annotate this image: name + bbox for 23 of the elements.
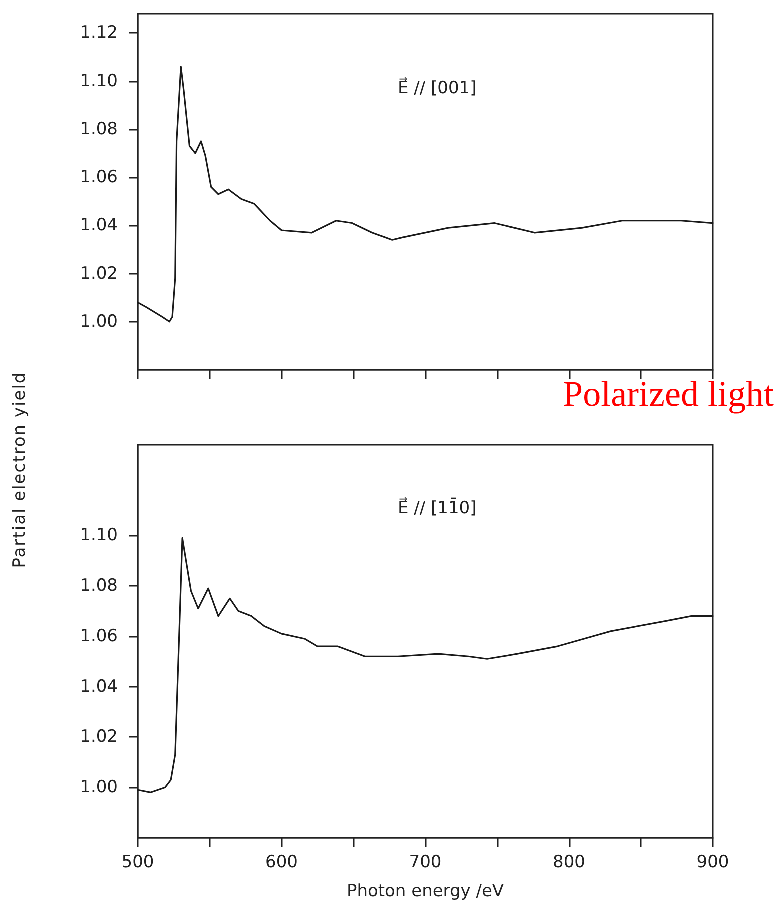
y-tick-label: 1.10 (80, 526, 118, 546)
y-tick-label: 1.00 (80, 778, 118, 798)
y-tick-label: 1.02 (80, 727, 118, 748)
y-tick-label: 1.10 (80, 71, 118, 92)
y-tick-label: 1.12 (80, 23, 118, 44)
x-tick-label: 900 (696, 852, 730, 872)
text: Polarized light (563, 374, 774, 414)
annotation: E⃗ // [001] (398, 77, 477, 98)
y-axis-title: Partial electron yield (10, 372, 30, 568)
annotation: E⃗ // [11̄0] (398, 497, 477, 518)
x-axis-title: Photon energy /eV (346, 882, 504, 902)
y-tick-label: 1.08 (80, 576, 118, 596)
x-tick-label: 800 (553, 852, 586, 872)
y-tick-label: 1.04 (80, 216, 118, 236)
y-tick-label: 1.02 (80, 264, 118, 284)
y-tick-label: 1.06 (80, 626, 118, 646)
y-tick-label: 1.00 (80, 312, 118, 332)
y-tick-label: 1.06 (80, 168, 118, 188)
x-tick-label: 600 (266, 852, 298, 872)
x-tick-label: 700 (409, 852, 442, 872)
x-tick-label: 500 (122, 852, 154, 872)
y-tick-label: 1.04 (80, 676, 118, 697)
y-tick-label: 1.08 (80, 119, 118, 140)
